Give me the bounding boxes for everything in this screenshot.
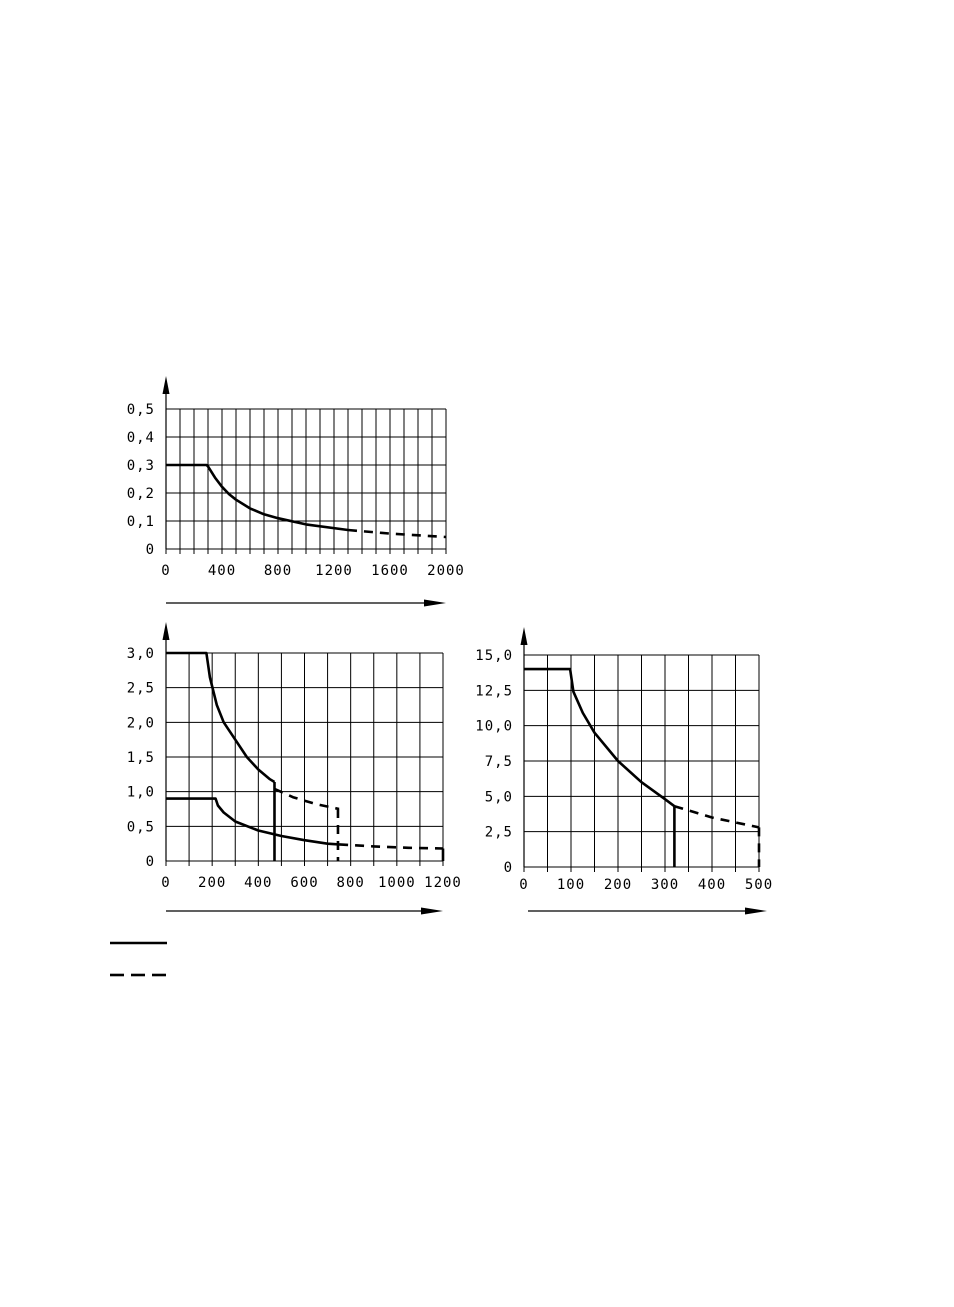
y-tick-label: 0,1 bbox=[127, 514, 155, 530]
y-tick-label: 2,5 bbox=[485, 825, 513, 841]
x-tick-label: 1000 bbox=[378, 875, 416, 891]
series-line-0 bbox=[524, 667, 676, 808]
x-axis-arrow bbox=[424, 599, 446, 607]
x-tick-label: 100 bbox=[557, 877, 585, 893]
x-tick-label: 1200 bbox=[424, 875, 462, 891]
x-tick-label: 800 bbox=[264, 563, 292, 579]
x-tick-label: 400 bbox=[208, 563, 236, 579]
y-tick-label: 12,5 bbox=[475, 683, 513, 699]
legend bbox=[110, 941, 167, 977]
y-tick-label: 5,0 bbox=[485, 789, 513, 805]
y-tick-label: 0 bbox=[146, 854, 155, 870]
y-tick-label: 0 bbox=[504, 860, 513, 876]
series-line-2 bbox=[166, 797, 340, 846]
y-axis-arrow bbox=[520, 627, 528, 645]
x-tick-label: 0 bbox=[519, 877, 528, 893]
x-tick-label: 0 bbox=[161, 563, 170, 579]
x-tick-label: 300 bbox=[651, 877, 679, 893]
y-tick-label: 1,0 bbox=[127, 785, 155, 801]
chart-bottom-right: 0 100 200 300 400 500 0 2,5 5,0 7,5 10,0 12,5 15,0 bbox=[475, 627, 773, 915]
y-tick-label: 0,3 bbox=[127, 458, 155, 474]
x-tick-label: 2000 bbox=[427, 563, 465, 579]
y-tick-label: 0,4 bbox=[127, 430, 155, 446]
y-tick-label: 15,0 bbox=[475, 648, 513, 664]
x-axis-arrow bbox=[421, 907, 443, 915]
y-tick-label: 2,5 bbox=[127, 681, 155, 697]
x-tick-label: 1600 bbox=[371, 563, 409, 579]
y-tick-label: 1,5 bbox=[127, 750, 155, 766]
y-axis-arrow bbox=[162, 622, 170, 640]
series-line-1 bbox=[273, 787, 340, 811]
chart-bottom-left: 0 200 400 600 800 1000 1200 0 0,5 1,0 1,5 2,0 2,5 3,0 bbox=[127, 622, 462, 915]
y-axis-arrow bbox=[162, 376, 170, 394]
y-tick-label: 10,0 bbox=[475, 719, 513, 735]
x-tick-label: 200 bbox=[198, 875, 226, 891]
series-line-1 bbox=[347, 528, 447, 539]
x-axis-arrow bbox=[745, 907, 767, 915]
series-line-0 bbox=[166, 651, 276, 784]
series-line-3 bbox=[339, 843, 444, 850]
y-tick-label: 3,0 bbox=[127, 646, 155, 662]
y-tick-label: 0 bbox=[146, 542, 155, 558]
series-line-1 bbox=[674, 804, 760, 829]
x-tick-label: 800 bbox=[337, 875, 365, 891]
y-tick-label: 0,2 bbox=[127, 486, 155, 502]
x-tick-label: 200 bbox=[604, 877, 632, 893]
y-tick-label: 0,5 bbox=[127, 402, 155, 418]
x-tick-label: 1200 bbox=[315, 563, 353, 579]
x-tick-label: 400 bbox=[698, 877, 726, 893]
chart-top: 0 400 800 1200 1600 2000 0 0,1 0,2 0,3 0,4 0,5 bbox=[127, 376, 465, 607]
y-tick-label: 7,5 bbox=[485, 754, 513, 770]
y-tick-label: 0,5 bbox=[127, 819, 155, 835]
x-tick-label: 400 bbox=[244, 875, 272, 891]
x-tick-label: 0 bbox=[161, 875, 170, 891]
x-tick-label: 500 bbox=[745, 877, 773, 893]
x-tick-label: 600 bbox=[290, 875, 318, 891]
y-tick-label: 2,0 bbox=[127, 715, 155, 731]
series-line-0 bbox=[166, 463, 349, 532]
